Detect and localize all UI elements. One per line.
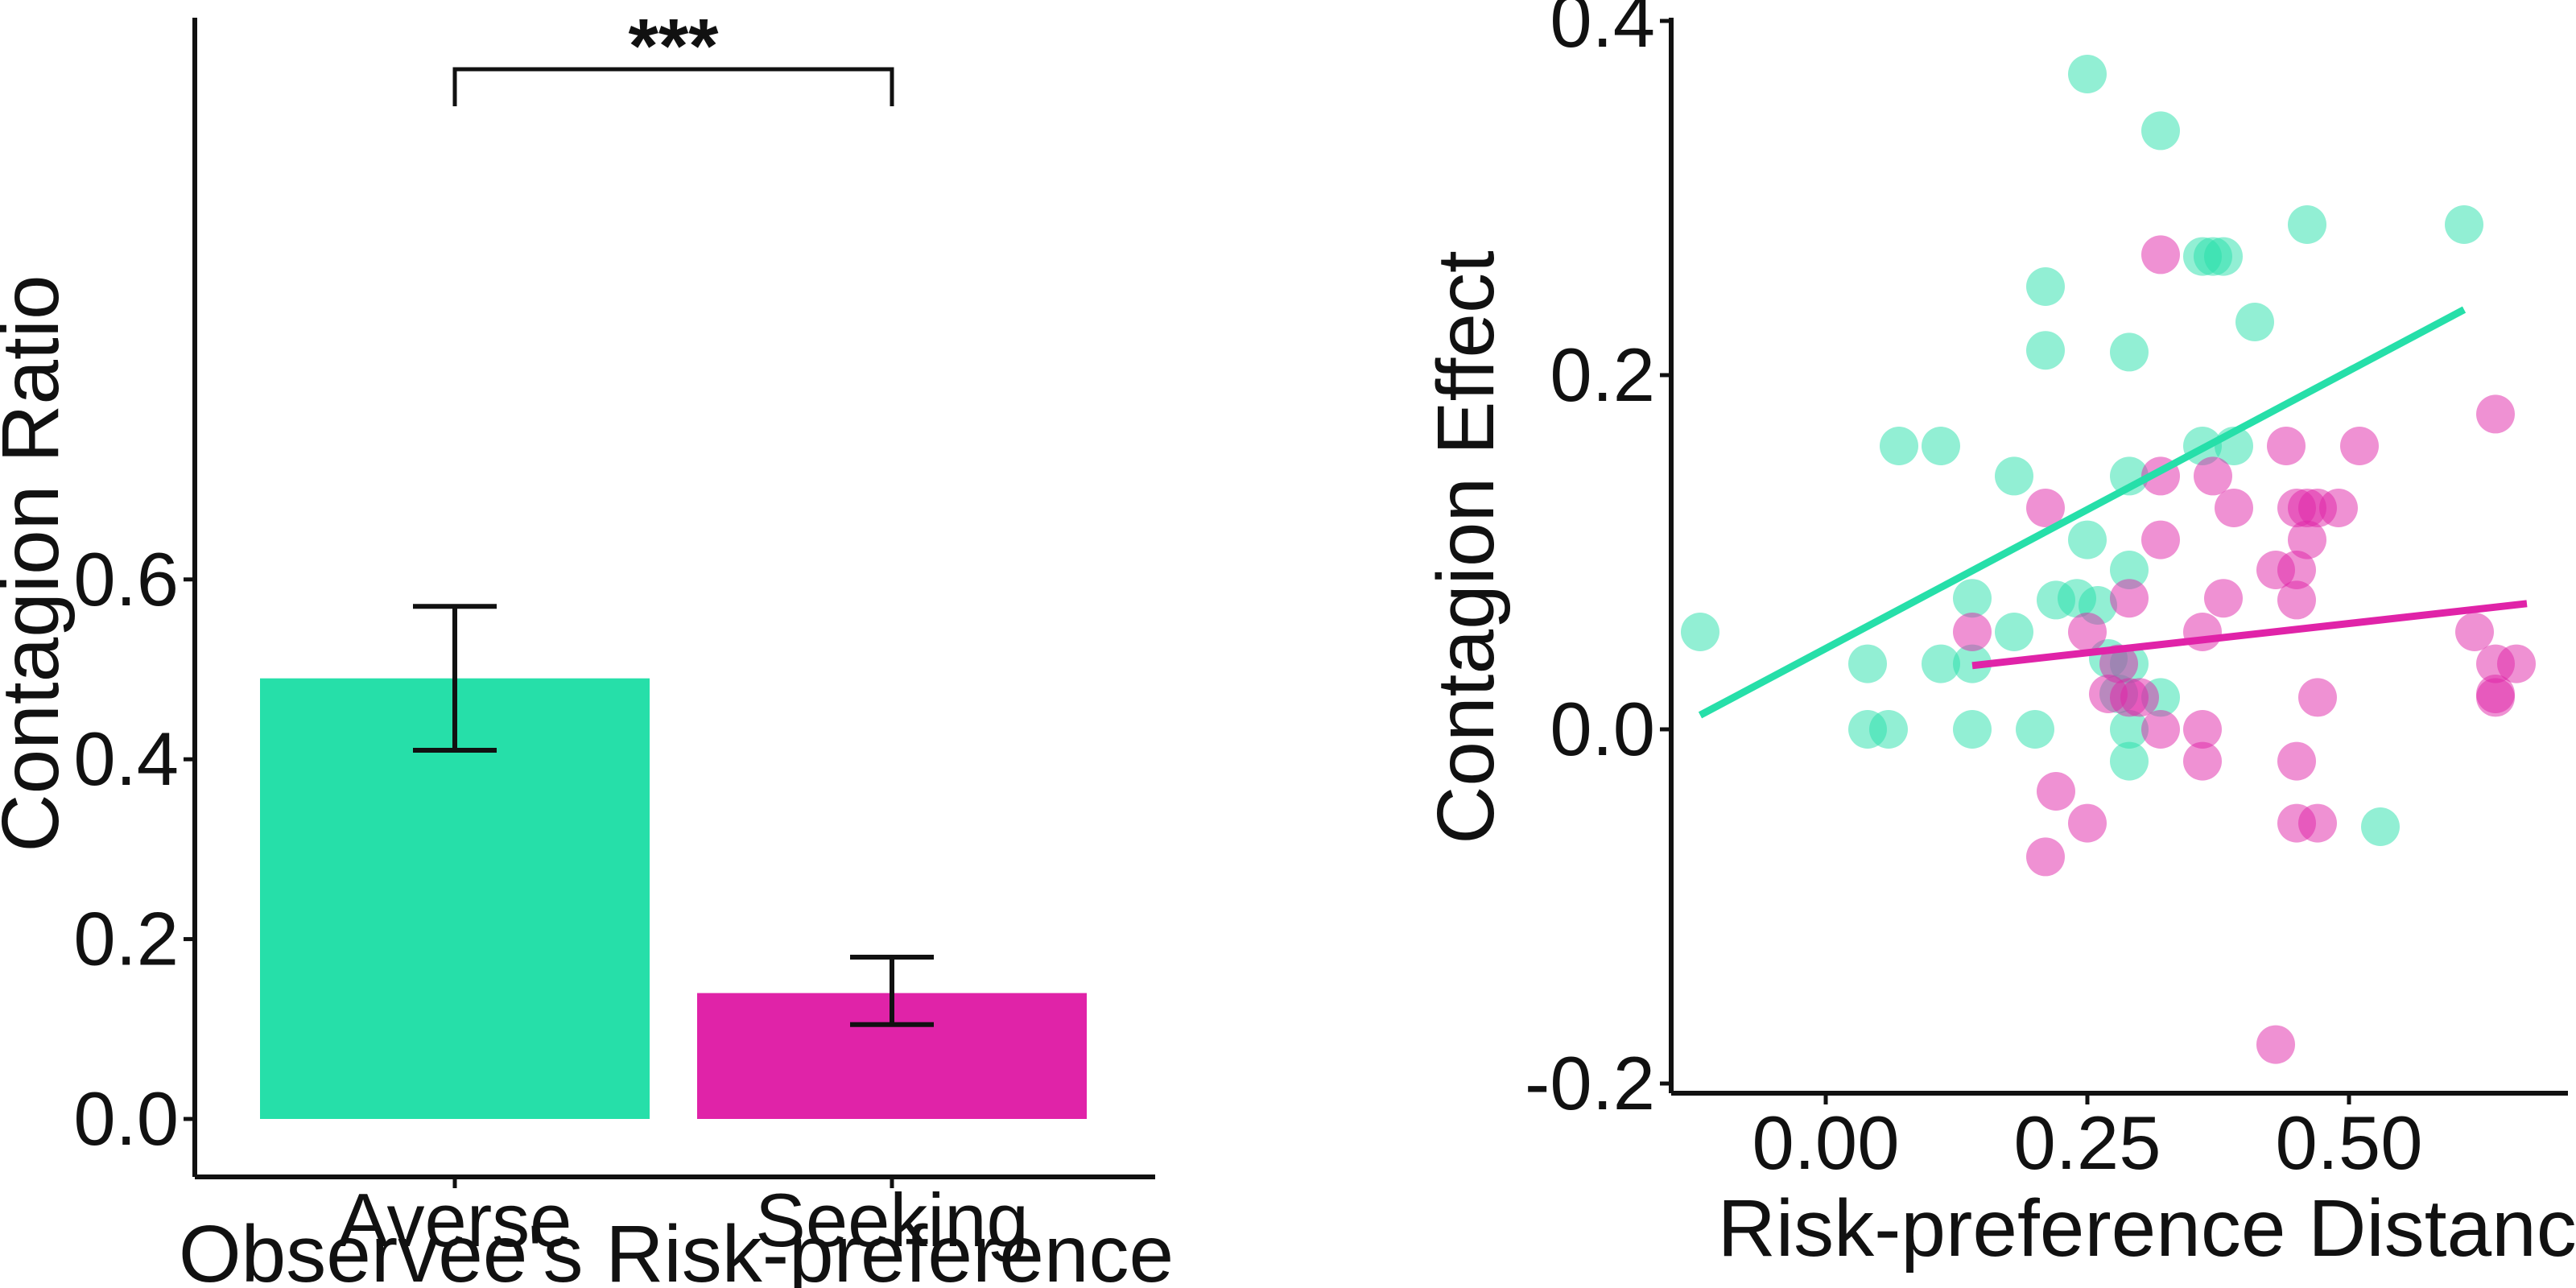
scatter-point bbox=[1681, 613, 1719, 651]
scatter-point bbox=[2141, 520, 2180, 559]
error-bar-averse bbox=[413, 604, 497, 753]
scatter-point bbox=[2445, 205, 2483, 244]
scatter-point bbox=[2110, 551, 2149, 589]
scatter-point bbox=[2183, 710, 2222, 749]
scatter-point bbox=[1880, 427, 1918, 465]
scatter-point bbox=[2183, 741, 2222, 781]
scatter-point bbox=[1953, 613, 1992, 651]
scatter-point bbox=[1953, 710, 1992, 749]
scatter-point bbox=[2235, 303, 2274, 341]
significance-bracket: *** bbox=[452, 3, 894, 106]
scatter-y-tick-label: 0.2 bbox=[1550, 332, 1655, 417]
bar-x-tick-label: Seeking bbox=[755, 1178, 1029, 1262]
scatter-point bbox=[2026, 267, 2065, 306]
scatter-point bbox=[2277, 551, 2316, 589]
scatter-point bbox=[2026, 837, 2065, 877]
scatter-point bbox=[2110, 579, 2149, 618]
scatter-tick-labels: -0.2 0.0 0.2 0.4 0.00 0.25 0.50 bbox=[1525, 0, 2422, 1185]
bar-y-tick-label: 0.2 bbox=[73, 897, 179, 981]
scatter-point bbox=[2215, 489, 2253, 527]
scatter-point bbox=[1995, 613, 2033, 651]
scatter-y-axis-title: Contagion Effect bbox=[1421, 250, 1511, 844]
scatter-point bbox=[2068, 613, 2107, 651]
scatter-series-1 bbox=[1953, 235, 2536, 1064]
scatter-x-tick-label: 0.50 bbox=[2276, 1100, 2423, 1185]
scatter-point bbox=[2068, 520, 2107, 559]
scatter-point bbox=[2288, 520, 2326, 559]
bar-tick-labels: Averse Seeking 0.0 0.2 0.4 0.6 bbox=[73, 537, 1029, 1262]
scatter-point bbox=[2319, 489, 2358, 527]
scatter-point bbox=[2068, 803, 2107, 843]
scatter-chart-panel: -0.2 0.0 0.2 0.4 0.00 0.25 0.50 Contagion Effe… bbox=[1421, 0, 2576, 1274]
scatter-y-tick-label: -0.2 bbox=[1525, 1041, 1655, 1125]
scatter-point bbox=[2037, 772, 2075, 811]
scatter-point bbox=[2256, 1025, 2295, 1064]
scatter-x-axis-title: Risk-preference Distance bbox=[1718, 1183, 2576, 1274]
scatter-point bbox=[2277, 580, 2316, 620]
bar-x-tick-label: Averse bbox=[338, 1178, 572, 1262]
fit-line-1 bbox=[1971, 600, 2528, 670]
scatter-point bbox=[2026, 331, 2065, 370]
scatter-point bbox=[2298, 803, 2337, 843]
scatter-point bbox=[2277, 741, 2316, 781]
scatter-point bbox=[2183, 613, 2222, 651]
scatter-point bbox=[2016, 710, 2054, 749]
scatter-point bbox=[2497, 644, 2536, 683]
bar-y-tick-label: 0.6 bbox=[73, 537, 179, 621]
fit-line-0 bbox=[1698, 306, 2467, 719]
scatter-point bbox=[2361, 807, 2400, 846]
scatter-point bbox=[2194, 456, 2232, 496]
bar-chart-panel: *** Averse Seeking 0.0 0.2 0.4 0.6 Contagion … bbox=[0, 3, 1174, 1288]
scatter-point bbox=[2026, 489, 2065, 527]
scatter-point bbox=[2110, 332, 2149, 372]
scatter-point bbox=[2141, 111, 2180, 151]
scatter-point bbox=[2068, 55, 2107, 93]
scatter-point bbox=[2120, 678, 2159, 717]
bar-y-axis-title: Contagion Ratio bbox=[0, 275, 76, 852]
scatter-point bbox=[1922, 644, 1960, 683]
scatter-fit-lines bbox=[1698, 306, 2528, 719]
error-bar-seeking bbox=[850, 954, 934, 1027]
scatter-x-tick-label: 0.00 bbox=[1752, 1100, 1900, 1185]
scatter-point bbox=[2476, 675, 2515, 713]
scatter-point bbox=[2204, 237, 2243, 276]
scatter-point bbox=[2476, 394, 2515, 434]
bar-y-tick-label: 0.0 bbox=[73, 1076, 179, 1161]
scatter-point bbox=[2455, 613, 2494, 651]
bar-layer: *** bbox=[260, 3, 1087, 1119]
scatter-y-tick-label: 0.4 bbox=[1550, 0, 1655, 63]
scatter-point bbox=[2110, 741, 2149, 781]
scatter-point bbox=[2141, 710, 2180, 749]
scatter-point bbox=[2267, 427, 2306, 465]
bar-axes bbox=[184, 18, 1155, 1188]
scatter-y-tick-label: 0.0 bbox=[1550, 687, 1655, 771]
scatter-point bbox=[2204, 579, 2243, 618]
scatter-point bbox=[1869, 710, 1908, 749]
scatter-point bbox=[2099, 644, 2138, 683]
bracket-line bbox=[452, 67, 894, 106]
scatter-point bbox=[1953, 579, 1992, 618]
significance-label: *** bbox=[628, 3, 719, 89]
bar-y-tick-label: 0.4 bbox=[73, 716, 179, 801]
scatter-point bbox=[1922, 427, 1960, 465]
scatter-point bbox=[1848, 644, 1887, 683]
scatter-point bbox=[2141, 235, 2180, 275]
scatter-point bbox=[2110, 710, 2149, 749]
scatter-point bbox=[2298, 678, 2337, 717]
scatter-point bbox=[1995, 456, 2033, 496]
bar-x-axis-title: Observee's Risk-preference bbox=[179, 1209, 1174, 1288]
scatter-points bbox=[1681, 55, 2536, 1064]
scatter-point bbox=[2288, 205, 2326, 244]
scatter-point bbox=[2340, 427, 2379, 465]
scatter-x-tick-label: 0.25 bbox=[2014, 1100, 2161, 1185]
scatter-axes bbox=[1660, 18, 2568, 1104]
